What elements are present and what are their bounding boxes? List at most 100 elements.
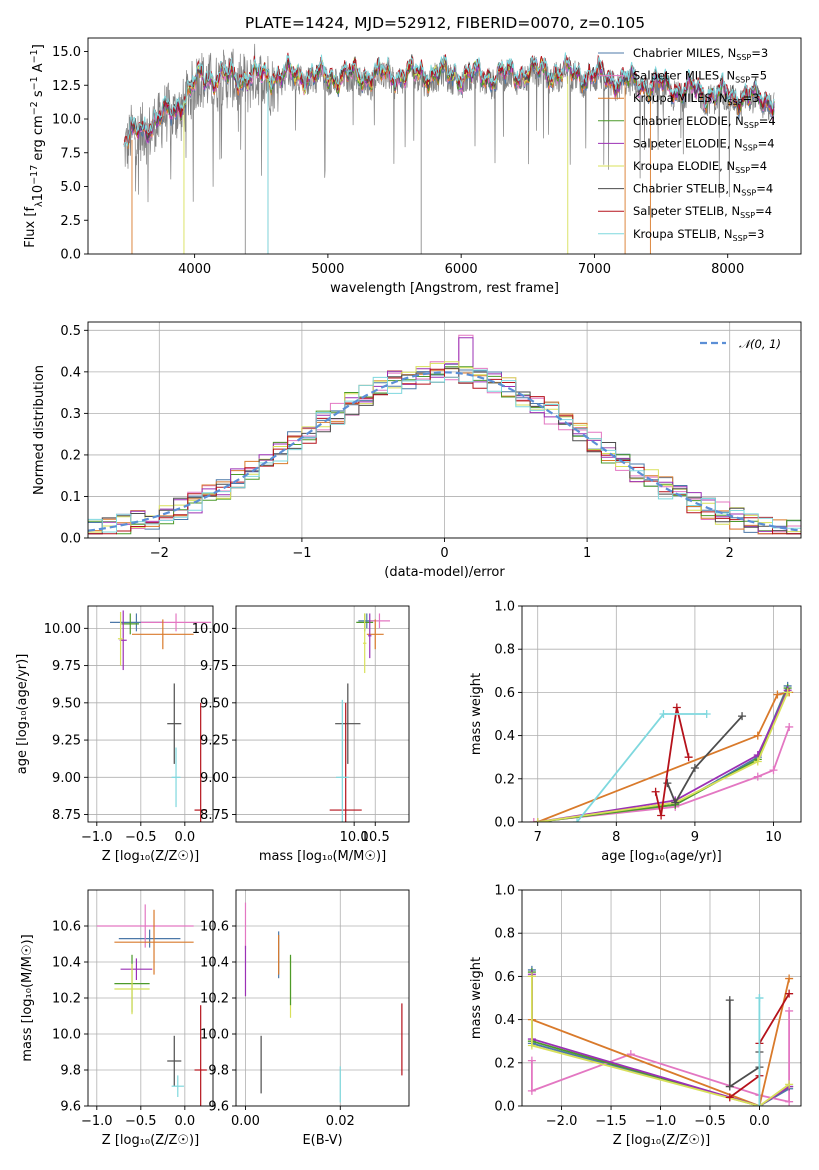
xtick-label-weight-z-4: 0.0 [749,1114,770,1129]
weight-marker-weight-age-5-0 [533,818,542,822]
xtick-label-weight-age-0: 7 [534,830,542,845]
weight-marker-weight-z-8-2 [755,994,764,1002]
xtick-label-weight-z-2: −1.0 [645,1114,677,1129]
xtick-label-residuals-4: 2 [726,546,734,561]
legend-label-sub-3: SSP [744,121,759,130]
ylabel-flux-unit-part-5: s [31,90,46,101]
plot-area-z-age [88,606,213,822]
ylabel-flux-unit-part-9: ] [31,44,46,49]
ytick-label-spectrum-6: 15.0 [52,45,81,60]
weight-marker-weight-age-6-1 [671,798,680,807]
weight-marker-weight-age-1-2 [753,772,762,781]
legend-label-tail-3: =4 [759,114,776,128]
weight-marker-weight-z-7-0 [725,1093,734,1102]
ytick-label-z-mass-5: 10.6 [52,920,81,935]
legend-label-main-4: Salpeter ELODIE, N [633,136,743,150]
ytick-label-weight-z-3: 0.6 [494,970,515,985]
legend-label-tail-2: =3 [743,91,760,105]
ylabel-flux-unit-part-2: −17 [29,165,40,185]
ytick-label-weight-age-3: 0.6 [494,686,515,701]
axes-frame-mass-age [235,605,410,823]
legend-label-main-6: Chabrier STELIB, N [633,182,741,196]
ylabel-z-mass: mass [log₁₀(M/M☉)] [20,934,35,1061]
ytick-label-spectrum-0: 0.0 [60,248,81,263]
weight-marker-weight-z-7-3 [785,989,794,998]
ytick-label-z-age-1: 9.00 [52,771,81,786]
xtick-label-ebv-mass-0: 0.00 [231,1114,260,1129]
ytick-label-mass-age-0: 8.75 [200,808,229,823]
ylabel-weight-age: mass weight [469,673,484,755]
weight-marker-weight-age-1-0 [529,818,538,822]
ytick-label-z-mass-1: 9.8 [60,1064,81,1079]
ylabel-z-age: age [log₁₀(age/yr)] [15,654,30,775]
xtick-label-weight-age-2: 9 [691,830,699,845]
residual-histogram-8 [88,369,801,533]
axes-frame-weight-age [521,605,802,823]
weight-marker-weight-z-6-1 [725,1082,734,1091]
weight-marker-weight-z-1-1 [527,1086,536,1095]
ytick-label-ebv-mass-2: 10.0 [200,1028,229,1043]
xtick-label-residuals-1: −1 [292,546,311,561]
ylabel-weight-z: mass weight [469,957,484,1039]
xtick-label-spectrum-3: 7000 [578,262,611,277]
legend-label-main-3: Chabrier ELODIE, N [633,114,744,128]
xlabel-ebv-mass: E(B-V) [302,1133,342,1148]
axes-frame-spectrum [87,37,802,255]
legend-label-tail-6: =4 [756,182,773,196]
weight-marker-weight-z-5-3 [785,1080,794,1089]
ytick-label-z-age-5: 10.00 [44,622,81,637]
xlabel-z-age: Z [log₁₀(Z/Z☉)] [102,849,199,864]
plot-area-z-mass [88,890,213,1106]
ytick-label-ebv-mass-0: 9.6 [208,1100,229,1115]
legend-label-2: Kroupa MILES, NSSP=3 [633,91,759,107]
legend-label-tail-8: =3 [748,227,765,241]
ytick-label-mass-age-1: 9.00 [200,771,229,786]
ytick-label-weight-z-4: 0.8 [494,927,515,942]
ylabel-flux-unit-part-7: A [31,63,46,76]
weight-marker-weight-age-5-3 [783,688,792,697]
xtick-label-z-age-2: 0.0 [174,830,195,845]
model-spectrum-line-8 [123,52,775,147]
xlabel-residuals: (data-model)/error [384,565,505,580]
axes-frame-z-mass [87,889,214,1107]
ylabel-flux-part: Flux [f [23,207,38,248]
xtick-label-spectrum-4: 8000 [711,262,744,277]
ytick-label-residuals-3: 0.3 [60,407,81,422]
weight-line-weight-age-6 [666,715,743,805]
ytick-label-residuals-1: 0.1 [60,490,81,505]
ytick-label-z-mass-0: 9.6 [60,1100,81,1115]
ytick-label-spectrum-4: 10.0 [52,113,81,128]
weight-marker-weight-age-7-2 [672,703,681,712]
axes-frame-residuals [87,321,802,539]
ytick-label-weight-age-0: 0.0 [494,816,515,831]
legend-label-sub-0: SSP [736,53,751,62]
xtick-label-weight-age-3: 10 [765,830,782,845]
ytick-label-z-mass-4: 10.4 [52,956,81,971]
xtick-label-mass-age-0: 10.0 [340,830,369,845]
xlabel-weight-age: age [log₁₀(age/yr)] [601,849,722,864]
plot-area-mass-age [236,606,409,822]
weight-line-weight-age-5 [537,692,789,822]
legend-label-3: Chabrier ELODIE, NSSP=4 [633,114,776,130]
ytick-label-weight-z-0: 0.0 [494,1100,515,1115]
ytick-label-ebv-mass-3: 10.2 [200,992,229,1007]
plot-area-spectrum [123,43,775,254]
ytick-label-ebv-mass-5: 10.6 [200,920,229,935]
figure-title: PLATE=1424, MJD=52912, FIBERID=0070, z=0… [245,14,645,32]
ylabel-flux-unit-part-1: 10 [31,185,46,202]
plot-area-weight-age [522,606,801,822]
legend-label-sub-5: SSP [735,166,750,175]
ytick-label-z-age-4: 9.75 [52,659,81,674]
xtick-label-z-mass-0: −1.0 [81,1114,113,1129]
weight-marker-weight-age-2-1 [753,731,762,740]
legend-label-main-0: Chabrier MILES, N [633,46,736,60]
legend-label-normal: 𝒩(0, 1) [739,337,781,351]
legend-label-tail-0: =3 [751,46,768,60]
weight-marker-weight-z-8-0 [755,1102,764,1106]
ytick-label-z-mass-3: 10.2 [52,992,81,1007]
legend-label-sub-2: SSP [728,98,743,107]
ylabel-flux-unit-part-3: erg cm [31,115,46,164]
ylabel-flux-unit-part-6: −1 [29,76,40,90]
axes-frame-weight-z [521,889,802,1107]
ytick-label-weight-age-1: 0.2 [494,772,515,787]
